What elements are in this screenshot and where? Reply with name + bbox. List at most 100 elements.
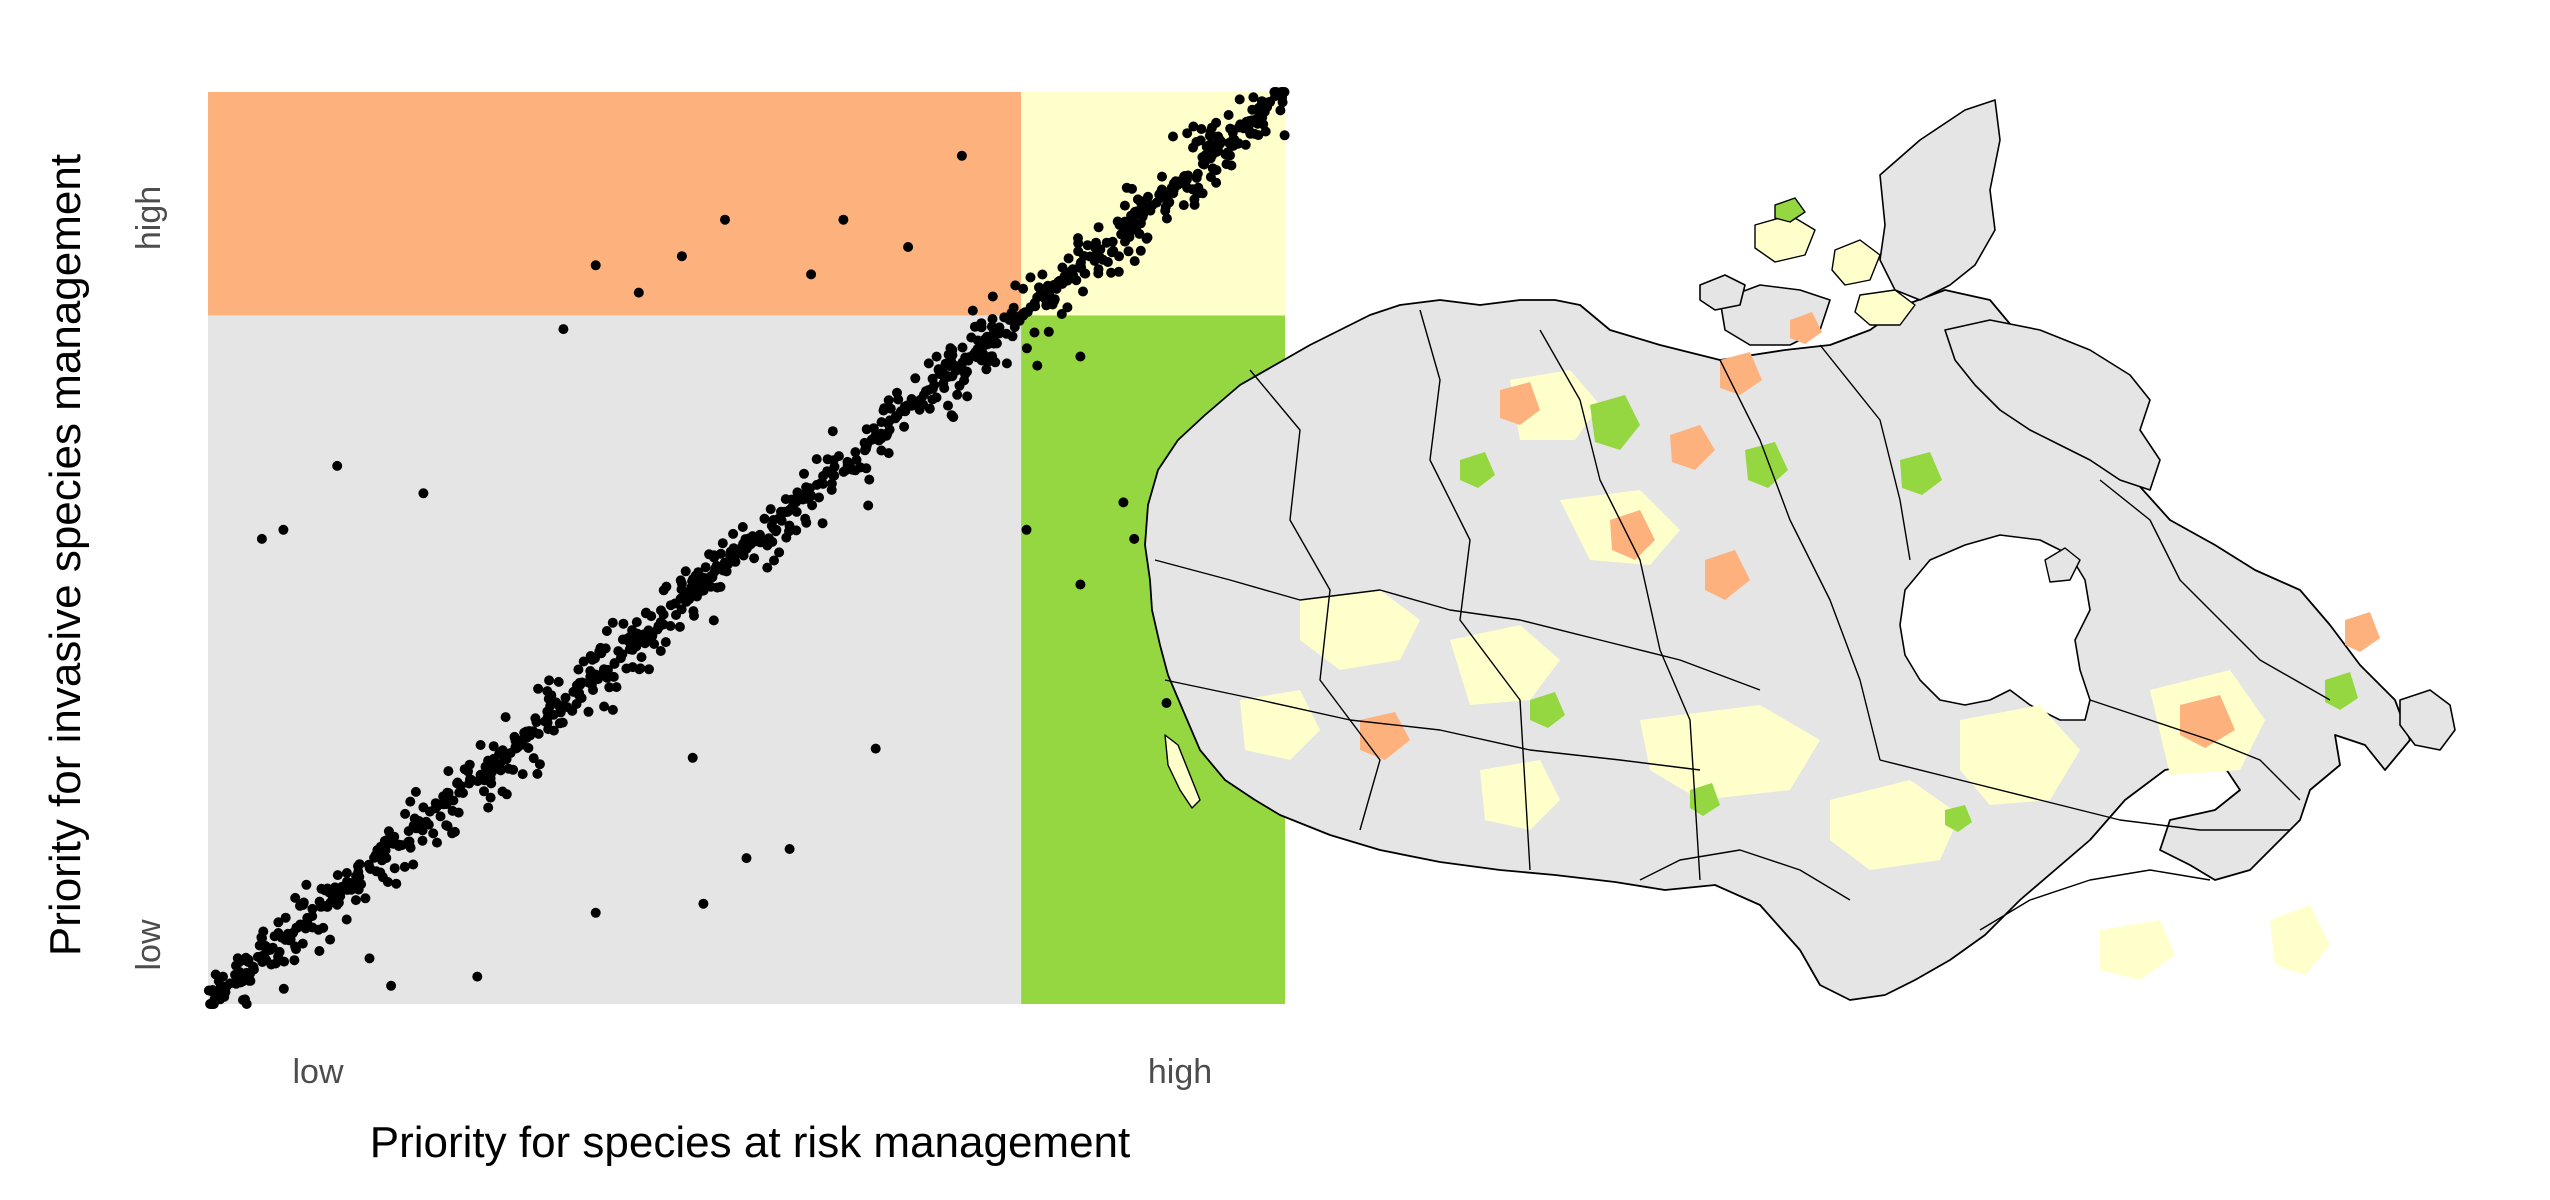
scatter-point [762, 562, 773, 573]
scatter-point [1142, 232, 1153, 243]
scatter-point [607, 704, 618, 715]
scatter-point [765, 504, 776, 515]
scatter-point [826, 478, 837, 489]
scatter-point [300, 923, 311, 934]
scatter-point [1021, 343, 1032, 354]
scatter-point [947, 371, 958, 382]
scatter-point [1127, 183, 1137, 194]
scatter-point [939, 370, 950, 381]
vancouver-island [1164, 734, 1201, 809]
scatter-point [1156, 184, 1167, 195]
scatter-point [517, 769, 528, 780]
scatter-point [1010, 280, 1021, 291]
scatter-point [806, 269, 817, 280]
scatter-point [698, 898, 709, 909]
scatter-point [273, 917, 284, 928]
scatter-point [1161, 698, 1172, 708]
scatter-point [1078, 286, 1088, 297]
scatter-point [863, 500, 874, 511]
scatter-point [707, 570, 718, 581]
scatter-point [931, 351, 942, 362]
scatter-point [1213, 131, 1224, 142]
scatter-point [1145, 205, 1156, 216]
x-tick-low: low [292, 1053, 343, 1091]
watershed-orange-4 [1360, 712, 1410, 760]
scatter-point [687, 576, 698, 587]
scatter-point [954, 380, 965, 391]
scatter-point [943, 400, 953, 411]
scatter-point [713, 561, 724, 572]
watershed-yellow-5 [1830, 780, 1960, 870]
scatter-point [543, 724, 554, 735]
watershed-green-5 [1460, 452, 1495, 488]
scatter-point [382, 877, 393, 887]
scatter-point [505, 748, 516, 759]
scatter-point [1220, 149, 1231, 160]
scatter-point [878, 405, 889, 416]
scatter-point [906, 400, 917, 411]
scatter-point [665, 600, 676, 611]
scatter-point [850, 465, 861, 476]
watershed-patches [1240, 312, 2380, 980]
scatter-point [784, 844, 795, 854]
watershed-yellow-2 [1450, 625, 1560, 705]
scatter-point [441, 820, 452, 831]
watershed-green-1 [1590, 395, 1640, 450]
scatter-point [604, 682, 615, 693]
scatter-point [1195, 135, 1206, 146]
watershed-yellow-12 [1510, 370, 1600, 440]
scatter-point [927, 373, 938, 384]
hudson-bay [1899, 534, 2091, 721]
scatter-panel: low high low high Priority for species a… [41, 87, 1290, 1167]
scatter-point [661, 581, 672, 592]
scatter-point [985, 351, 996, 362]
scatter-point [910, 373, 921, 384]
scatter-point [394, 839, 405, 850]
scatter-point [414, 816, 424, 826]
scatter-point [273, 928, 284, 938]
scatter-point [883, 448, 894, 459]
scatter-point [558, 324, 569, 335]
scatter-point [1168, 131, 1178, 142]
scatter-point [1277, 97, 1288, 108]
scatter-point [822, 466, 833, 477]
arctic-island-queen-elizabeth-2 [1831, 239, 1881, 286]
scatter-point [749, 553, 760, 564]
scatter-point [1043, 326, 1054, 337]
newfoundland [2399, 689, 2456, 751]
scatter-point [405, 842, 416, 853]
scatter-point [575, 679, 586, 690]
scatter-point [480, 761, 491, 772]
scatter-point [1007, 331, 1018, 342]
scatter-point [944, 361, 955, 371]
scatter-point [967, 305, 978, 316]
scatter-point [489, 753, 499, 764]
scatter-point [1075, 351, 1086, 362]
scatter-point [627, 644, 638, 655]
scatter-point [389, 863, 400, 874]
watershed-yellow-8 [2270, 905, 2330, 975]
x-axis-title: Priority for species at risk management [370, 1118, 1131, 1167]
watershed-orange-8 [1790, 312, 1822, 344]
scatter-point [452, 777, 463, 788]
scatter-point [432, 837, 442, 848]
scatter-point [1265, 96, 1276, 107]
watershed-orange-3 [1705, 550, 1750, 600]
scatter-point [1106, 247, 1117, 258]
scatter-point [801, 482, 812, 493]
scatter-point [613, 646, 624, 657]
y-tick-low: low [130, 919, 168, 970]
scatter-point [660, 637, 671, 648]
scatter-point [688, 606, 699, 617]
scatter-point [280, 912, 291, 923]
watershed-yellow-10 [1480, 760, 1560, 830]
scatter-point [488, 741, 499, 752]
scatter-point [1137, 207, 1148, 218]
scatter-point [1106, 267, 1117, 278]
scatter-point [237, 976, 248, 987]
arctic-island-baffin [1944, 319, 2161, 491]
scatter-point [1192, 168, 1203, 179]
scatter-point [483, 802, 494, 813]
scatter-point [892, 387, 902, 398]
